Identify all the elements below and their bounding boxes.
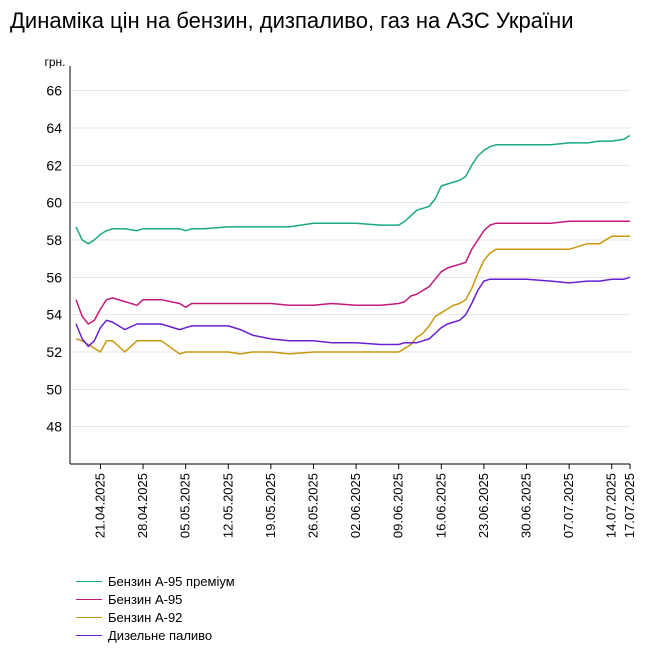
series-line-1	[75, 134, 631, 245]
legend-swatch	[76, 616, 102, 618]
y-tick-label: 60	[46, 195, 62, 211]
y-tick-label: 64	[46, 120, 62, 136]
x-axis-ticks: 21.04.2025 28.04.2025 05.05.2025 12.05.2025…	[92, 464, 637, 538]
axes	[69, 66, 630, 465]
x-tick-label: 07.07.2025	[561, 473, 576, 538]
y-tick-label: 58	[46, 232, 62, 248]
x-tick-label: 30.06.2025	[519, 473, 534, 538]
series-line-3	[75, 235, 630, 355]
x-tick-label: 09.06.2025	[391, 473, 406, 538]
x-tick-label: 21.04.2025	[92, 473, 107, 538]
x-tick-label: 05.05.2025	[178, 473, 193, 538]
legend-item: Бензин А-92	[76, 608, 235, 626]
y-tick-label: 62	[46, 157, 62, 173]
x-tick-label: 12.05.2025	[220, 473, 235, 538]
y-axis-label: грн.	[44, 55, 65, 69]
grid-lines	[70, 90, 630, 428]
legend-item: Бензин А-95	[76, 590, 235, 608]
legend-swatch	[76, 634, 102, 636]
x-tick-label: 26.05.2025	[305, 473, 320, 538]
y-tick-label: 48	[46, 419, 62, 435]
x-tick-label: 19.05.2025	[263, 473, 278, 538]
legend-swatch	[76, 580, 102, 582]
legend-label: Бензин А-92	[108, 609, 183, 625]
legend-item: Дизельне паливо	[76, 626, 235, 644]
x-tick-label: 02.06.2025	[348, 473, 363, 538]
x-tick-label: 16.06.2025	[433, 473, 448, 538]
x-tick-label: 17.07.2025	[622, 473, 637, 538]
legend-label: Бензин А-95	[108, 591, 183, 607]
y-tick-label: 56	[46, 269, 62, 285]
y-tick-label: 50	[46, 381, 62, 397]
y-tick-label: 54	[46, 307, 62, 323]
x-tick-label: 14.07.2025	[604, 473, 619, 538]
series-line-2	[75, 220, 630, 325]
legend-item: Бензин А-95 преміум	[76, 572, 235, 590]
legend: Бензин А-95 преміум Бензин А-95 Бензин А-9…	[76, 572, 235, 644]
series-line-4	[75, 276, 631, 348]
series-lines	[75, 134, 631, 355]
chart-title: Динаміка цін на бензин, дизпаливо, газ н…	[10, 8, 574, 33]
legend-label: Дизельне паливо	[108, 627, 213, 643]
y-axis-ticks: 48 50 52 54 56 58 60 62 64 66	[46, 83, 62, 435]
line-chart: 48 50 52 54 56 58 60 62 64 66 21.04.2025 28.04.202…	[44, 55, 637, 538]
x-tick-label: 23.06.2025	[476, 473, 491, 538]
x-tick-label: 28.04.2025	[135, 473, 150, 538]
legend-swatch	[76, 598, 102, 600]
legend-label: Бензин А-95 преміум	[108, 573, 235, 589]
y-tick-label: 66	[46, 83, 62, 99]
y-tick-label: 52	[46, 344, 62, 360]
